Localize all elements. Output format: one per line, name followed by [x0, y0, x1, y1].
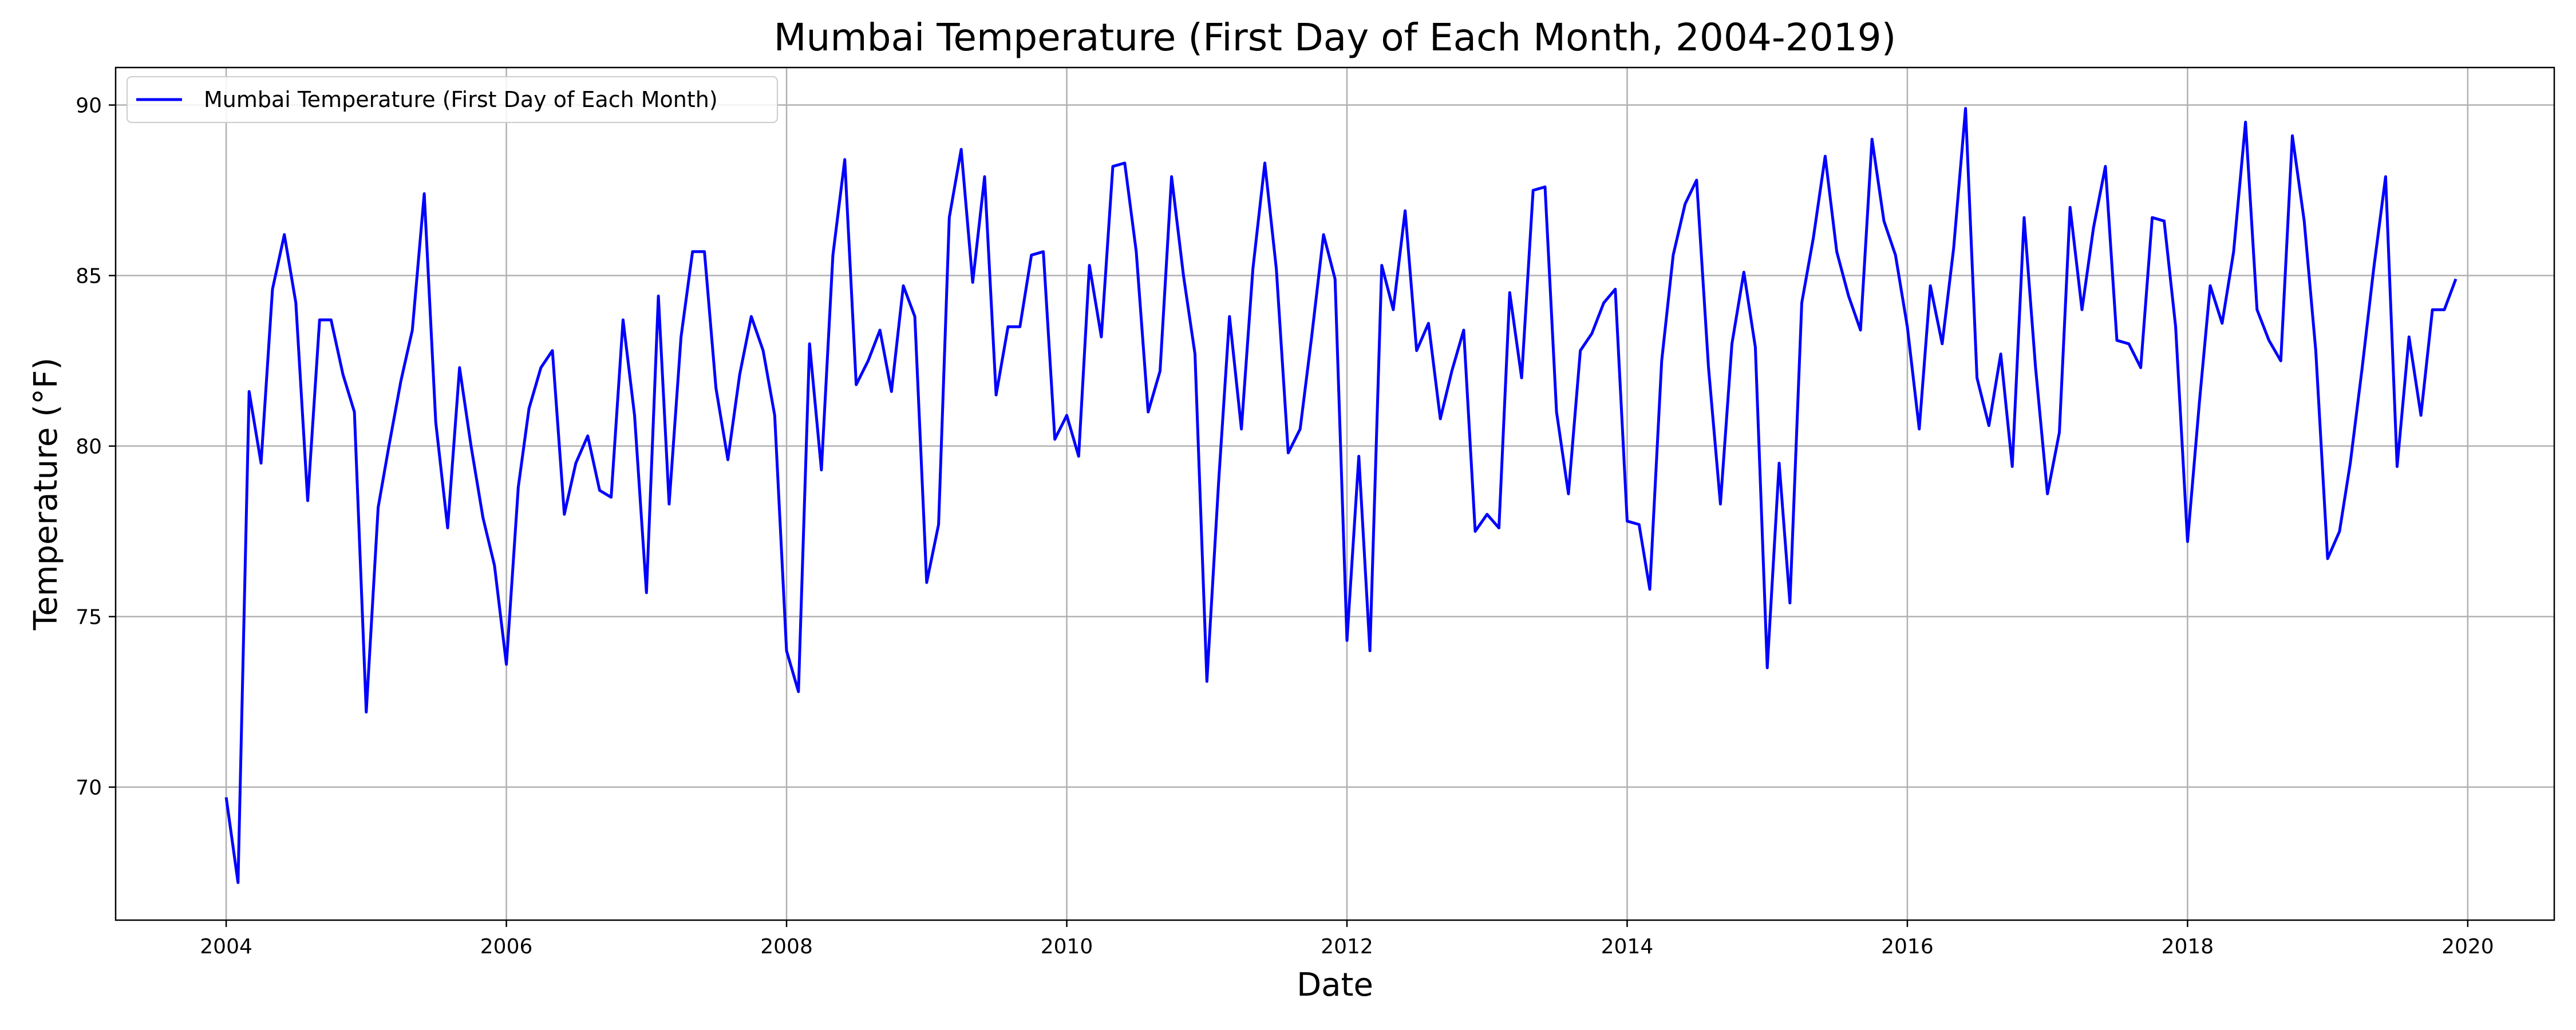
y-axis-label: Temperature (°F)	[27, 358, 65, 631]
legend-entry-label: Mumbai Temperature (First Day of Each Mo…	[204, 87, 718, 112]
y-tick-label: 75	[76, 606, 102, 629]
y-tick-label: 70	[76, 777, 102, 800]
x-axis-label: Date	[1297, 966, 1373, 1004]
x-tick-label: 2018	[2162, 935, 2214, 958]
x-tick-label: 2010	[1041, 935, 1093, 958]
x-tick-label: 2006	[480, 935, 533, 958]
y-tick-label: 85	[76, 265, 102, 288]
legend-box	[127, 76, 778, 123]
x-tick-label: 2012	[1321, 935, 1373, 958]
axis-ticks: 2004 2006 2008 2010 2012 2014 2016 2018 2020 70 75…	[76, 94, 2494, 958]
x-tick-label: 2016	[1881, 935, 1934, 958]
x-tick-label: 2014	[1601, 935, 1654, 958]
x-tick-label: 2008	[760, 935, 813, 958]
y-tick-label: 80	[76, 435, 102, 459]
series-layer	[224, 107, 2458, 884]
grid-lines	[116, 68, 2554, 920]
chart-title: Mumbai Temperature (First Day of Each Mo…	[774, 15, 1897, 60]
legend: Mumbai Temperature (First Day of Each Mo…	[127, 76, 778, 123]
x-tick-label: 2004	[200, 935, 252, 958]
plot-frame	[114, 66, 2555, 921]
x-tick-label: 2020	[2441, 935, 2494, 958]
temperature-series-line	[224, 107, 2458, 884]
y-tick-label: 90	[76, 94, 102, 118]
